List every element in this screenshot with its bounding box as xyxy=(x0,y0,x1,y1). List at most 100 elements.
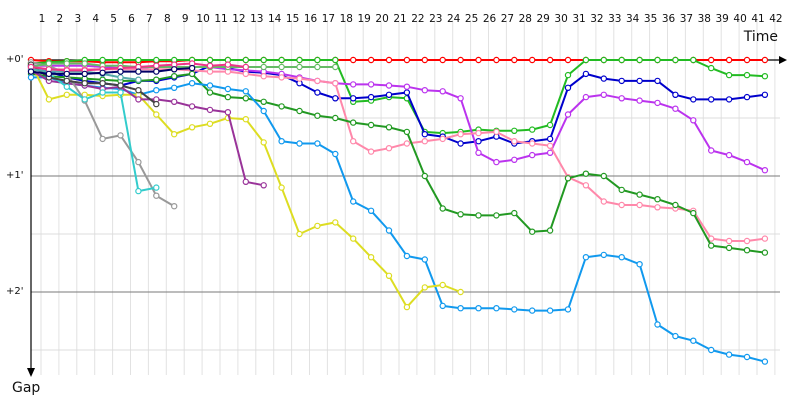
data-point xyxy=(350,137,357,145)
data-point xyxy=(403,140,411,147)
x-tick-label: 6 xyxy=(128,13,135,25)
data-point xyxy=(725,237,733,245)
data-point xyxy=(725,96,733,103)
data-point xyxy=(708,346,715,354)
data-point xyxy=(421,130,428,138)
data-point xyxy=(260,98,267,106)
data-point xyxy=(153,56,160,64)
data-point xyxy=(170,130,178,138)
data-point xyxy=(153,184,160,191)
data-point xyxy=(260,56,267,64)
x-axis-label: Time xyxy=(743,29,778,45)
data-point xyxy=(529,126,536,133)
data-point xyxy=(618,201,625,209)
x-tick-label: 14 xyxy=(268,13,282,25)
data-point xyxy=(725,351,733,358)
data-point xyxy=(511,127,518,134)
data-point xyxy=(296,63,303,71)
data-point xyxy=(367,207,375,214)
data-point xyxy=(457,56,464,64)
data-point xyxy=(743,56,751,64)
data-point xyxy=(618,95,625,102)
data-point xyxy=(242,115,249,123)
data-point xyxy=(367,254,375,261)
data-point xyxy=(170,84,178,92)
x-tick-label: 16 xyxy=(304,13,318,25)
series-8 xyxy=(27,67,267,189)
data-point xyxy=(475,305,482,312)
data-point xyxy=(672,201,679,209)
series-line xyxy=(30,64,157,193)
data-point xyxy=(636,97,643,104)
data-point xyxy=(600,198,608,205)
data-point xyxy=(296,56,303,64)
data-point xyxy=(367,56,375,64)
data-point xyxy=(99,89,106,96)
data-point xyxy=(242,63,249,71)
data-point xyxy=(332,63,339,71)
data-point xyxy=(690,117,697,124)
x-tick-label: 36 xyxy=(662,13,676,25)
data-point xyxy=(564,111,572,118)
data-point xyxy=(314,112,321,119)
data-point xyxy=(206,89,214,96)
data-point xyxy=(672,91,679,99)
data-point xyxy=(582,182,590,189)
x-tick-label: 32 xyxy=(590,13,603,25)
data-point xyxy=(564,84,572,92)
data-point xyxy=(708,56,715,64)
data-point xyxy=(636,56,643,64)
data-point xyxy=(761,56,769,64)
data-point xyxy=(332,114,339,122)
data-point xyxy=(332,56,339,64)
data-point xyxy=(546,307,554,314)
data-point xyxy=(636,201,643,209)
data-point xyxy=(27,68,35,75)
data-point xyxy=(457,140,464,147)
x-tick-label: 24 xyxy=(447,13,461,25)
data-point xyxy=(188,64,196,72)
series-line xyxy=(30,64,766,145)
data-point xyxy=(743,353,751,361)
data-point xyxy=(511,306,518,313)
data-point xyxy=(153,62,160,70)
data-point xyxy=(224,93,232,101)
data-point xyxy=(117,132,124,139)
data-point xyxy=(403,128,411,136)
data-point xyxy=(439,302,446,310)
data-point xyxy=(743,246,751,254)
data-point xyxy=(117,68,124,75)
data-point xyxy=(278,103,285,110)
data-point xyxy=(636,261,643,268)
data-point xyxy=(725,71,733,79)
x-tick-label: 9 xyxy=(182,13,189,25)
data-point xyxy=(546,121,554,129)
data-point xyxy=(153,100,160,108)
data-point xyxy=(511,156,518,163)
x-tick-label: 29 xyxy=(537,13,550,25)
series-6 xyxy=(27,74,769,365)
data-point xyxy=(314,89,321,96)
data-point xyxy=(117,74,124,81)
data-point xyxy=(224,61,232,68)
series-14 xyxy=(27,60,249,74)
data-point xyxy=(385,272,393,279)
series-lines xyxy=(27,56,769,365)
data-point xyxy=(618,186,625,194)
data-point xyxy=(367,121,375,129)
x-tick-label: 4 xyxy=(92,13,99,25)
data-point xyxy=(600,172,608,180)
x-tick-label: 13 xyxy=(250,13,263,25)
data-point xyxy=(761,249,769,256)
series-7 xyxy=(27,60,464,311)
data-point xyxy=(278,184,285,191)
data-point xyxy=(708,96,715,103)
x-tick-label: 3 xyxy=(74,13,81,25)
series-15 xyxy=(27,64,196,78)
data-point xyxy=(99,69,106,77)
data-point xyxy=(242,95,249,102)
data-point xyxy=(278,137,285,145)
x-tick-label: 15 xyxy=(286,13,299,25)
data-point xyxy=(135,96,142,103)
data-point xyxy=(117,56,124,64)
